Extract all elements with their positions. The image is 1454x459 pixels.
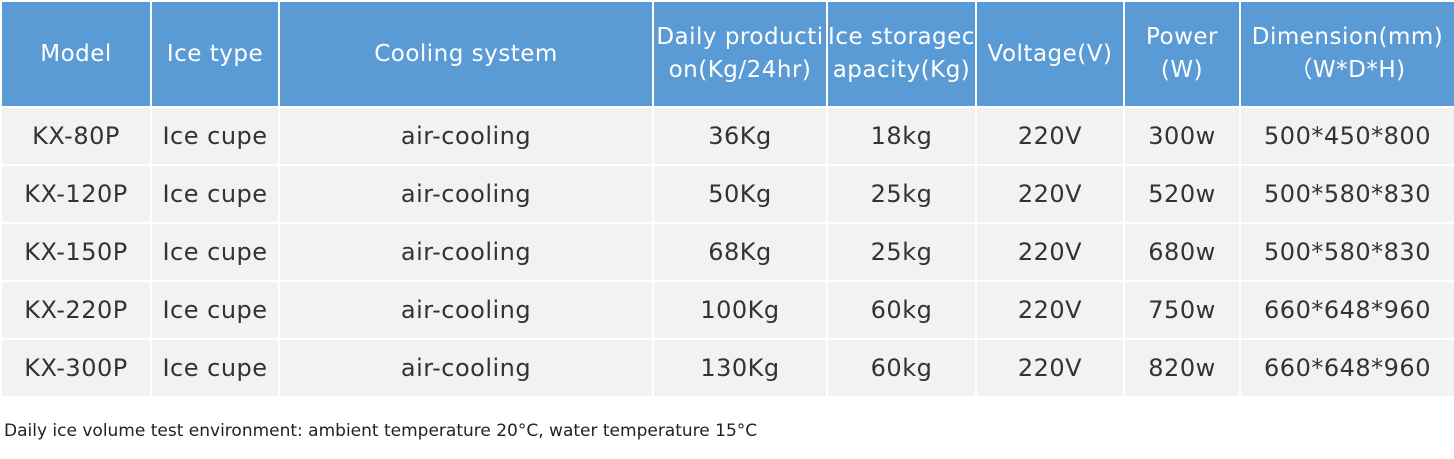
cell-cooling-system: air-cooling bbox=[278, 222, 654, 282]
footnote: Daily ice volume test environment: ambie… bbox=[4, 421, 758, 441]
cell-model: KX-80P bbox=[0, 106, 152, 166]
cell-daily-production: 36Kg bbox=[652, 106, 828, 166]
cell-ice-storage: 60kg bbox=[826, 338, 977, 398]
cell-ice-type: Ice cupe bbox=[150, 164, 280, 224]
cell-voltage: 220V bbox=[975, 106, 1125, 166]
cell-power: 520w bbox=[1123, 164, 1241, 224]
header-cooling-system: Cooling system bbox=[278, 0, 654, 108]
header-daily-production: Daily production(Kg/24hr) bbox=[652, 0, 828, 108]
cell-ice-storage: 25kg bbox=[826, 164, 977, 224]
cell-model: KX-220P bbox=[0, 280, 152, 340]
cell-cooling-system: air-cooling bbox=[278, 106, 654, 166]
table-row: KX-120P Ice cupe air-cooling 50Kg 25kg 2… bbox=[0, 164, 1454, 224]
table-row: KX-80P Ice cupe air-cooling 36Kg 18kg 22… bbox=[0, 106, 1454, 166]
cell-ice-type: Ice cupe bbox=[150, 280, 280, 340]
header-voltage: Voltage(V) bbox=[975, 0, 1125, 108]
cell-voltage: 220V bbox=[975, 164, 1125, 224]
table-row: KX-150P Ice cupe air-cooling 68Kg 25kg 2… bbox=[0, 222, 1454, 282]
header-ice-storage-capacity: Ice storagecapacity(Kg) bbox=[826, 0, 977, 108]
cell-dimension: 500*580*830 bbox=[1239, 222, 1454, 282]
table-header-row: Model Ice type Cooling system Daily prod… bbox=[0, 0, 1454, 108]
cell-power: 820w bbox=[1123, 338, 1241, 398]
cell-dimension: 660*648*960 bbox=[1239, 338, 1454, 398]
cell-cooling-system: air-cooling bbox=[278, 280, 654, 340]
cell-daily-production: 130Kg bbox=[652, 338, 828, 398]
header-power: Power(W) bbox=[1123, 0, 1241, 108]
cell-daily-production: 100Kg bbox=[652, 280, 828, 340]
cell-ice-storage: 60kg bbox=[826, 280, 977, 340]
cell-dimension: 500*450*800 bbox=[1239, 106, 1454, 166]
cell-power: 680w bbox=[1123, 222, 1241, 282]
cell-daily-production: 68Kg bbox=[652, 222, 828, 282]
cell-ice-storage: 25kg bbox=[826, 222, 977, 282]
cell-ice-type: Ice cupe bbox=[150, 338, 280, 398]
cell-power: 750w bbox=[1123, 280, 1241, 340]
cell-dimension: 500*580*830 bbox=[1239, 164, 1454, 224]
cell-cooling-system: air-cooling bbox=[278, 338, 654, 398]
cell-model: KX-120P bbox=[0, 164, 152, 224]
cell-ice-storage: 18kg bbox=[826, 106, 977, 166]
cell-voltage: 220V bbox=[975, 338, 1125, 398]
cell-ice-type: Ice cupe bbox=[150, 106, 280, 166]
cell-daily-production: 50Kg bbox=[652, 164, 828, 224]
table-row: KX-300P Ice cupe air-cooling 130Kg 60kg … bbox=[0, 338, 1454, 398]
cell-dimension: 660*648*960 bbox=[1239, 280, 1454, 340]
cell-voltage: 220V bbox=[975, 222, 1125, 282]
cell-ice-type: Ice cupe bbox=[150, 222, 280, 282]
cell-cooling-system: air-cooling bbox=[278, 164, 654, 224]
header-model: Model bbox=[0, 0, 152, 108]
cell-model: KX-150P bbox=[0, 222, 152, 282]
cell-power: 300w bbox=[1123, 106, 1241, 166]
header-dimension: Dimension(mm)（W*D*H) bbox=[1239, 0, 1454, 108]
table-row: KX-220P Ice cupe air-cooling 100Kg 60kg … bbox=[0, 280, 1454, 340]
header-ice-type: Ice type bbox=[150, 0, 280, 108]
cell-model: KX-300P bbox=[0, 338, 152, 398]
cell-voltage: 220V bbox=[975, 280, 1125, 340]
spec-table: Model Ice type Cooling system Daily prod… bbox=[0, 0, 1454, 398]
